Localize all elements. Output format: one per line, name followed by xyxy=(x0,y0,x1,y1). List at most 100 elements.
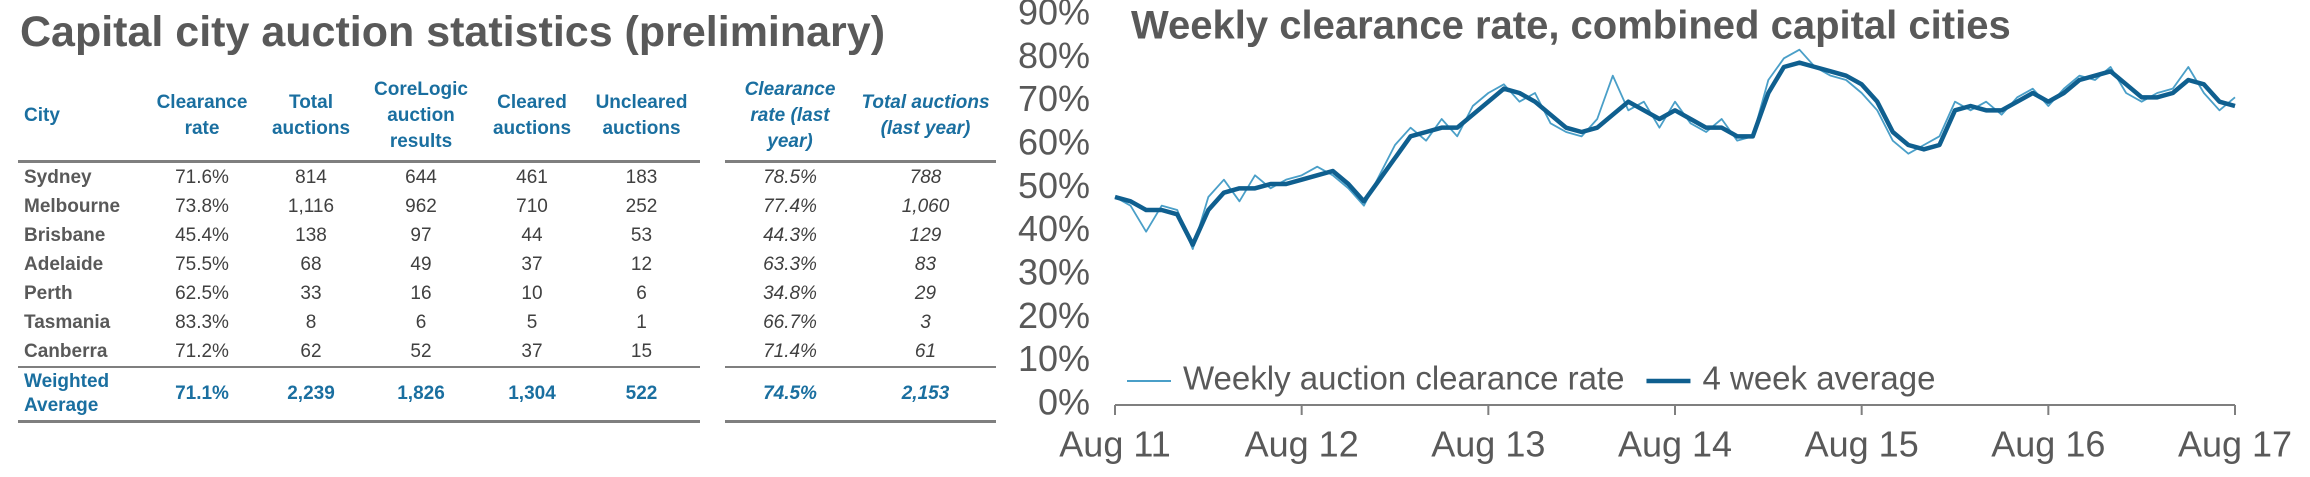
value-cell: 788 xyxy=(909,166,942,188)
value-cell: 8 xyxy=(305,311,317,333)
y-tick-label: 10% xyxy=(1018,338,1090,379)
table-row: Tasmania 83.3% 8 6 5 1 xyxy=(18,308,700,337)
table-row: Weighted Average 71.1% 2,239 1,826 1,304 522 xyxy=(18,367,700,423)
city-cell: Adelaide xyxy=(24,253,104,275)
table-row: 34.8% 29 xyxy=(725,279,996,308)
table-row: 77.4% 1,060 xyxy=(725,192,996,221)
value-cell: 83 xyxy=(914,253,937,275)
header-row: Clearance rate (last year) Total auctions… xyxy=(725,72,996,163)
value-cell: 461 xyxy=(516,166,548,188)
table-row: 74.5% 2,153 xyxy=(725,367,996,423)
x-tick-label: Aug 13 xyxy=(1431,424,1545,465)
value-cell: 644 xyxy=(405,166,437,188)
table-row: Sydney 71.6% 814 644 461 183 xyxy=(18,162,700,193)
y-tick-label: 40% xyxy=(1018,208,1090,249)
value-cell: 1,060 xyxy=(901,195,950,217)
table-last-year: Clearance rate (last year) Total auctions… xyxy=(725,72,996,423)
city-cell: Sydney xyxy=(24,166,92,188)
value-cell: 62.5% xyxy=(175,282,229,304)
table-main: City Clearance rate Total auctions CoreLogi… xyxy=(18,72,700,423)
x-tick-label: Aug 15 xyxy=(1805,424,1919,465)
city-cell: Brisbane xyxy=(24,224,106,246)
header-cell: Clearance rate (last year) xyxy=(725,72,855,163)
value-cell: 45.4% xyxy=(175,224,229,246)
table-row: Adelaide 75.5% 68 49 37 12 xyxy=(18,250,700,279)
value-cell: 73.8% xyxy=(175,195,229,217)
x-tick-label: Aug 12 xyxy=(1245,424,1359,465)
y-tick-label: 70% xyxy=(1018,78,1090,119)
city-cell: Weighted Average xyxy=(18,367,143,423)
value-cell: 63.3% xyxy=(763,253,817,275)
legend-label: 4 week average xyxy=(1702,360,1935,397)
header-cell: CoreLogic auction results xyxy=(361,72,481,163)
series-line xyxy=(1114,48,2236,250)
chart-title: Weekly clearance rate, combined capital … xyxy=(1131,4,2011,48)
value-cell: 97 xyxy=(410,224,432,246)
value-cell: 62 xyxy=(261,337,361,368)
value-cell: 34.8% xyxy=(763,282,817,304)
header-cell: Cleared auctions xyxy=(481,72,583,163)
y-tick-label: 30% xyxy=(1018,252,1090,293)
value-cell: 75.5% xyxy=(175,253,229,275)
value-cell: 61 xyxy=(855,337,996,368)
table-row: 44.3% 129 xyxy=(725,221,996,250)
y-tick-label: 20% xyxy=(1018,295,1090,336)
value-cell: 2,153 xyxy=(855,367,996,423)
value-cell: 10 xyxy=(521,282,543,304)
x-tick-label: Aug 11 xyxy=(1059,424,1170,465)
x-tick-label: Aug 14 xyxy=(1618,424,1732,465)
value-cell: 37 xyxy=(481,337,583,368)
table-row: 71.4% 61 xyxy=(725,337,996,368)
value-cell: 138 xyxy=(295,224,327,246)
y-tick-label: 90% xyxy=(1018,0,1090,33)
value-cell: 78.5% xyxy=(763,166,817,188)
value-cell: 52 xyxy=(361,337,481,368)
x-tick-label: Aug 16 xyxy=(1991,424,2105,465)
value-cell: 44.3% xyxy=(763,224,817,246)
value-cell: 1,826 xyxy=(361,367,481,423)
table-row: Brisbane 45.4% 138 97 44 53 xyxy=(18,221,700,250)
value-cell: 71.6% xyxy=(175,166,229,188)
y-tick-label: 80% xyxy=(1018,35,1090,76)
value-cell: 1,116 xyxy=(287,195,335,217)
value-cell: 814 xyxy=(295,166,327,188)
value-cell: 29 xyxy=(914,282,937,304)
x-tick-label: Aug 17 xyxy=(2178,424,2292,465)
y-tick-label: 50% xyxy=(1018,165,1090,206)
value-cell: 44 xyxy=(521,224,543,246)
header-row: City Clearance rate Total auctions CoreLogi… xyxy=(18,72,700,163)
header-cell: Clearance rate xyxy=(143,72,261,163)
header-cell: Uncleared auctions xyxy=(583,72,700,163)
value-cell: 3 xyxy=(920,311,931,333)
value-cell: 522 xyxy=(583,367,700,423)
table-row: 66.7% 3 xyxy=(725,308,996,337)
value-cell: 33 xyxy=(300,282,322,304)
value-cell: 12 xyxy=(630,253,653,275)
value-cell: 1,304 xyxy=(481,367,583,423)
value-cell: 962 xyxy=(405,195,437,217)
value-cell: 71.2% xyxy=(143,337,261,368)
table-row: 78.5% 788 xyxy=(725,162,996,193)
value-cell: 5 xyxy=(526,311,538,333)
header-cell: Total auctions xyxy=(261,72,361,163)
value-cell: 6 xyxy=(636,282,647,304)
value-cell: 83.3% xyxy=(175,311,229,333)
y-tick-label: 0% xyxy=(1038,382,1090,423)
table-row: 63.3% 83 xyxy=(725,250,996,279)
value-cell: 2,239 xyxy=(261,367,361,423)
value-cell: 15 xyxy=(583,337,700,368)
value-cell: 710 xyxy=(516,195,548,217)
value-cell: 66.7% xyxy=(763,311,817,333)
value-cell: 68 xyxy=(300,253,322,275)
value-cell: 1 xyxy=(636,311,647,333)
value-cell: 16 xyxy=(410,282,432,304)
city-cell: Canberra xyxy=(18,337,143,368)
table-row: Melbourne 73.8% 1,116 962 710 252 xyxy=(18,192,700,221)
value-cell: 37 xyxy=(521,253,543,275)
header-cell: Total auctions (last year) xyxy=(855,72,996,163)
value-cell: 252 xyxy=(625,195,658,217)
value-cell: 183 xyxy=(625,166,658,188)
value-cell: 77.4% xyxy=(763,195,817,217)
value-cell: 53 xyxy=(630,224,653,246)
